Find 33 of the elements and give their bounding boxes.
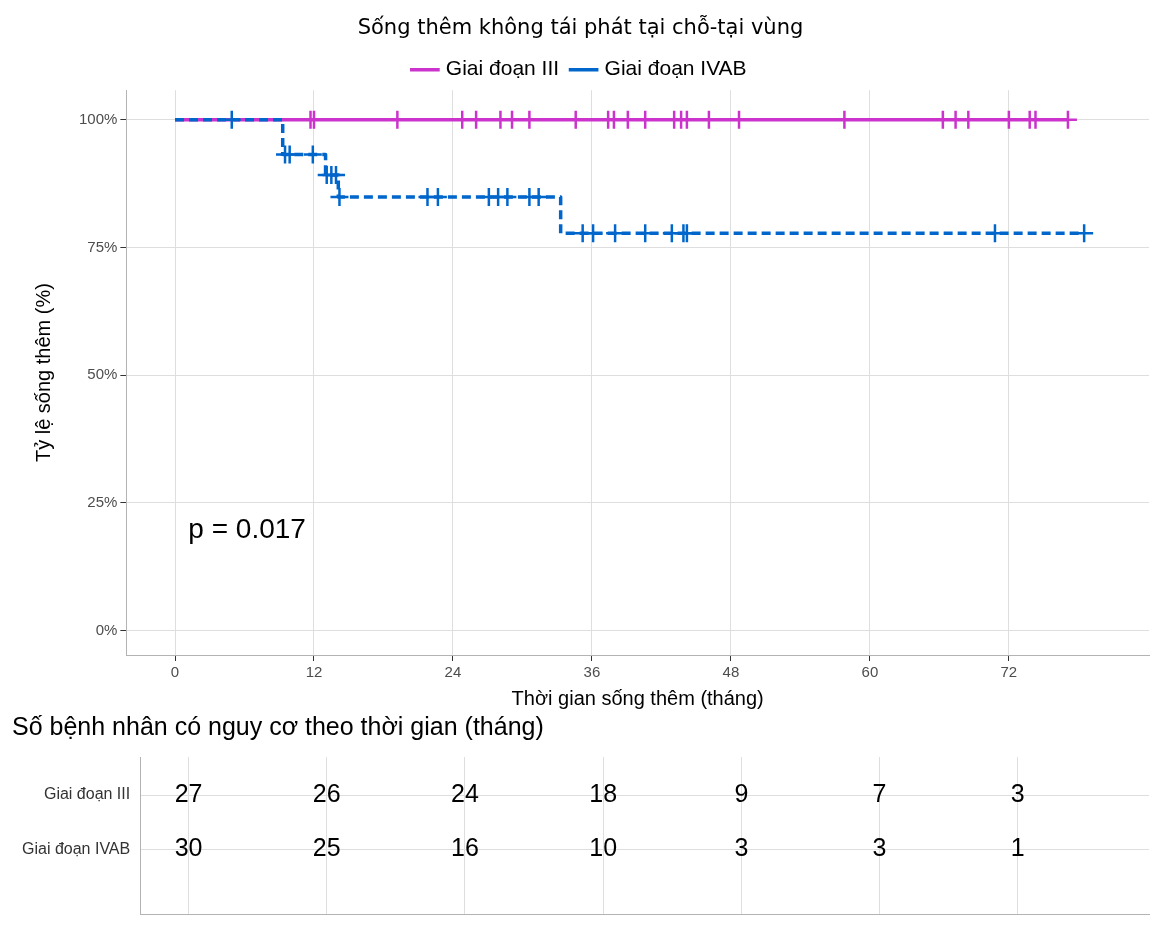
data-label: 27 xyxy=(174,778,203,807)
x-tick-label: 36 xyxy=(583,663,601,681)
x-tick-label: 72 xyxy=(1000,663,1018,681)
y-axis-title: Tỷ lệ sống thêm (%) xyxy=(31,283,54,463)
data-label: 7 xyxy=(872,778,887,807)
chart-title: Số bệnh nhân có nguy cơ theo thời gian (tháng) xyxy=(12,711,544,740)
data-label: 18 xyxy=(589,778,618,807)
y-tick-label: 0% xyxy=(95,620,118,638)
x-tick-label: 0 xyxy=(170,663,180,681)
y-tick-label: 75% xyxy=(87,237,118,255)
data-label: 16 xyxy=(451,833,479,862)
data-label: 24 xyxy=(451,778,479,807)
y-tick-label: 25% xyxy=(87,492,118,510)
data-label: 30 xyxy=(174,833,203,862)
data-label: 3 xyxy=(1010,778,1025,807)
y-tick-label: 100% xyxy=(78,109,118,127)
annotation: p = 0.017 xyxy=(188,513,306,545)
data-label: 3 xyxy=(734,833,749,862)
legend-label: Giai đoạn IVAB xyxy=(604,56,747,80)
legend-title: Sống thêm không tái phát tại chỗ-tại vùng xyxy=(357,13,804,39)
data-label: 25 xyxy=(312,833,341,862)
x-tick-label: 12 xyxy=(305,663,323,681)
x-axis-title: Thời gian sống thêm (tháng) xyxy=(511,686,764,709)
y-tick-label: 50% xyxy=(87,365,118,383)
legend-label: Giai đoạn III xyxy=(445,56,560,80)
data-label: 26 xyxy=(312,778,341,807)
data-label: 1 xyxy=(1010,833,1025,862)
x-tick-label: 24 xyxy=(444,663,462,681)
data-label: 3 xyxy=(872,833,887,862)
x-tick-label: 60 xyxy=(861,663,879,681)
x-tick-label: 48 xyxy=(722,663,740,681)
data-label: 9 xyxy=(734,778,749,807)
data-label: 10 xyxy=(589,833,618,862)
